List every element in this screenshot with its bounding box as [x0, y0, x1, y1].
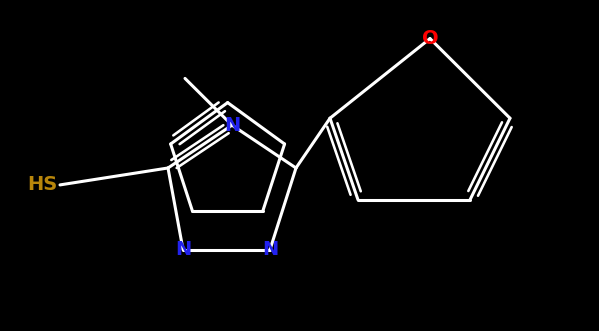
Text: N: N [262, 240, 278, 259]
Text: HS: HS [27, 175, 57, 194]
Text: N: N [224, 116, 240, 135]
Text: O: O [422, 29, 438, 48]
Text: N: N [175, 240, 191, 259]
